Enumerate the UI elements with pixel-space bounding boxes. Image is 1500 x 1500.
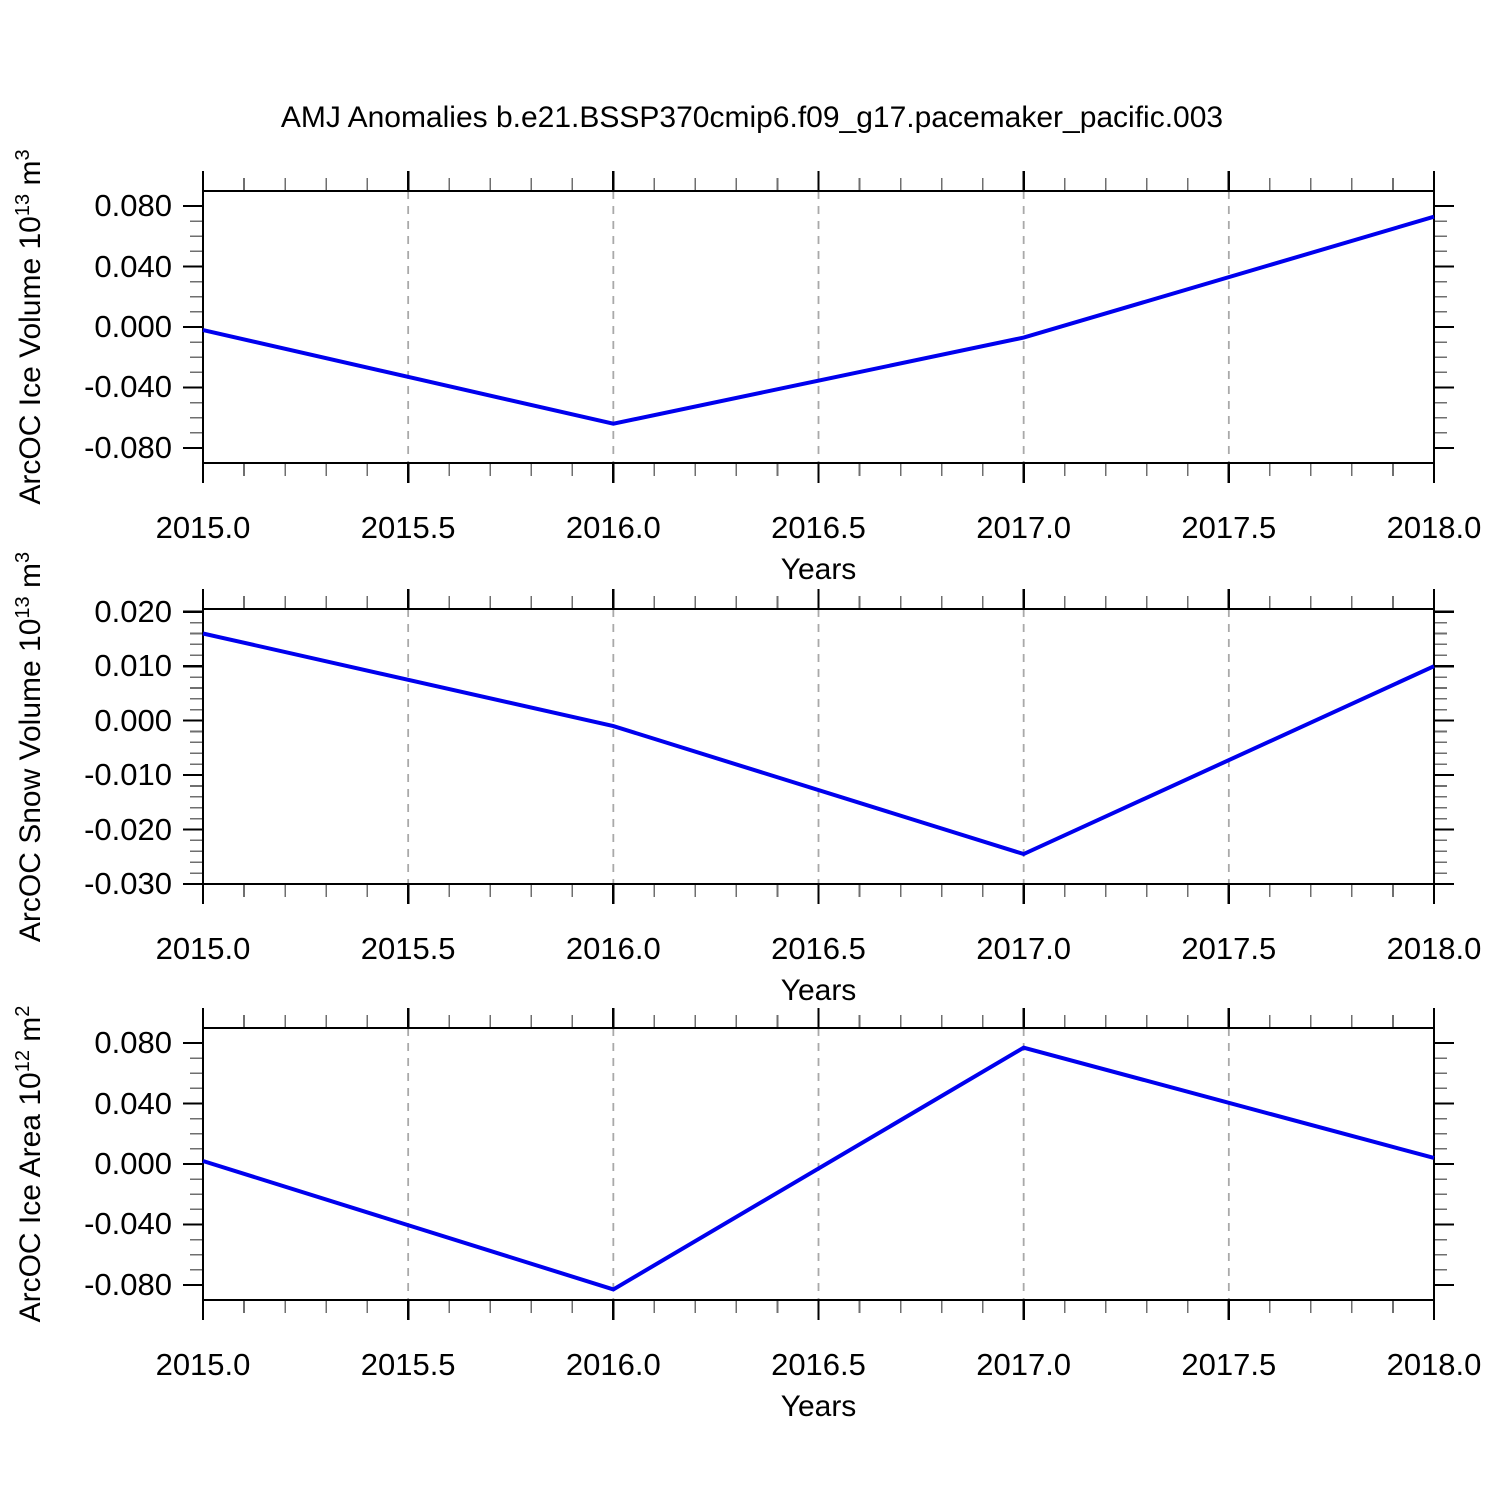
y-tick-label-panel2: 0.020 — [94, 593, 172, 629]
y-tick-label-panel3: 0.000 — [94, 1146, 172, 1181]
x-tick-label-panel2: 2015.0 — [155, 931, 251, 966]
x-tick-label-panel3: 2017.0 — [976, 1347, 1072, 1382]
x-tick-label-panel1: 2015.5 — [360, 510, 456, 545]
x-tick-label-panel1: 2018.0 — [1386, 510, 1482, 545]
x-tick-label-panel1: 2016.0 — [565, 510, 661, 545]
x-tick-label-panel3: 2017.5 — [1181, 1347, 1277, 1382]
x-tick-label-panel3: 2018.0 — [1386, 1347, 1482, 1382]
x-tick-label-panel3: 2016.5 — [771, 1347, 866, 1382]
y-tick-label-panel1: 0.080 — [94, 188, 172, 224]
x-tick-label-panel1: 2016.5 — [771, 510, 866, 545]
y-tick-label-panel3: 0.040 — [94, 1085, 172, 1121]
y-tick-label-panel2: -0.010 — [84, 757, 172, 793]
x-tick-label-panel2: 2017.0 — [976, 931, 1072, 966]
plot-frame-panel3 — [201, 1026, 1436, 1302]
x-tick-label-panel3: 2015.5 — [360, 1347, 456, 1382]
x-tick-label-panel3: 2015.0 — [155, 1347, 251, 1382]
x-tick-label-panel2: 2015.5 — [360, 931, 456, 966]
x-axis-title-panel2: Years — [780, 974, 857, 1007]
x-tick-label-panel2: 2016.0 — [565, 931, 661, 966]
y-tick-label-panel2: 0.000 — [94, 702, 172, 738]
x-tick-label-panel2: 2017.5 — [1181, 931, 1277, 966]
x-tick-label-panel1: 2017.5 — [1181, 510, 1277, 545]
x-tick-label-panel3: 2016.0 — [565, 1347, 661, 1382]
plot-frame-panel2 — [201, 607, 1436, 886]
x-tick-label-panel2: 2016.5 — [771, 931, 866, 966]
y-tick-label-panel3: -0.080 — [84, 1266, 172, 1302]
x-axis-title-panel3: Years — [780, 1390, 857, 1423]
y-tick-label-panel3: -0.040 — [84, 1206, 172, 1242]
y-tick-label-panel2: -0.020 — [84, 811, 172, 847]
y-tick-label-panel1: 0.040 — [94, 248, 172, 284]
plot-frame-panel1 — [201, 189, 1436, 465]
y-tick-label-panel2: 0.010 — [94, 648, 172, 684]
x-tick-label-panel1: 2017.0 — [976, 510, 1072, 545]
y-axis-title-panel2: ArcOC Snow Volume 1013 m3 — [12, 551, 47, 942]
data-line-panel2 — [202, 631, 1435, 857]
y-axis-title-panel3: ArcOC Ice Area 1012 m2 — [12, 1005, 47, 1323]
y-tick-label-panel3: 0.080 — [94, 1025, 172, 1061]
y-axis-title-panel1: ArcOC Ice Volume 1013 m3 — [12, 149, 47, 505]
chart-title: AMJ Anomalies b.e21.BSSP370cmip6.f09_g17… — [280, 101, 1224, 134]
y-tick-label-panel2: -0.030 — [84, 866, 172, 901]
x-tick-label-panel2: 2018.0 — [1386, 931, 1482, 966]
data-line-panel1 — [202, 214, 1435, 426]
y-tick-label-panel1: -0.040 — [84, 369, 172, 405]
y-tick-label-panel1: 0.000 — [94, 309, 172, 344]
data-line-panel3 — [202, 1045, 1435, 1292]
x-tick-label-panel1: 2015.0 — [155, 510, 251, 545]
x-axis-title-panel1: Years — [780, 553, 857, 586]
y-tick-label-panel1: -0.080 — [84, 429, 172, 465]
